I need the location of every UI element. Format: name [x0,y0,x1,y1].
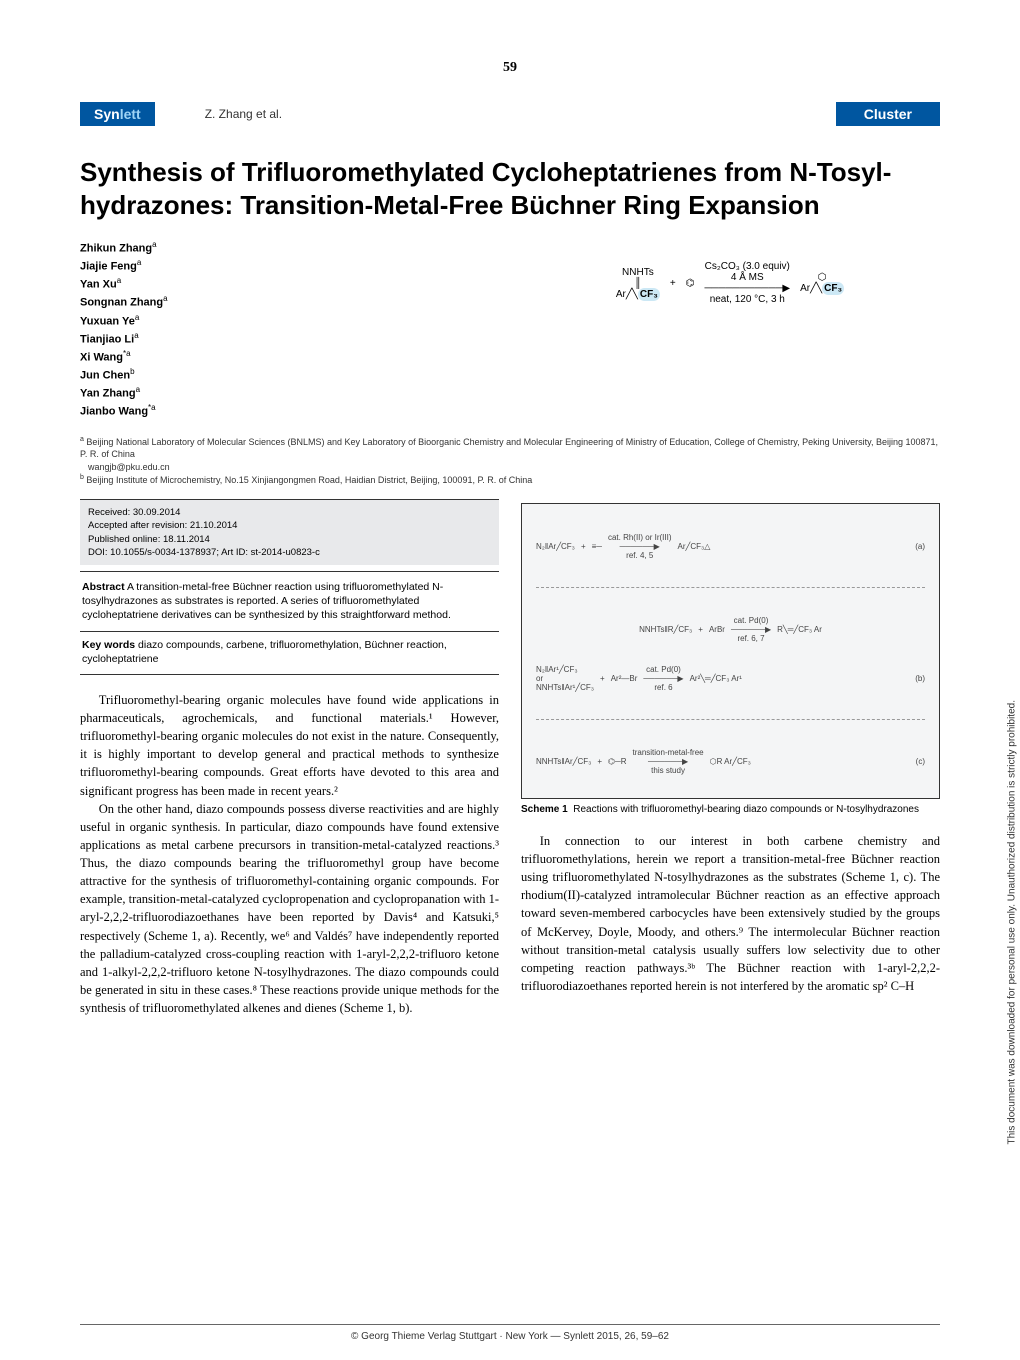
author: Yan Zhanga [80,384,260,402]
accepted-date: Accepted after revision: 21.10.2014 [88,519,491,532]
author: Jianbo Wang*a [80,402,260,420]
article-info-box: Received: 30.09.2014 Accepted after revi… [80,499,499,565]
author: Yan Xua [80,275,260,293]
abstract-label: Abstract [82,581,125,593]
author: Songnan Zhanga [80,293,260,311]
abstract-box: Abstract A transition-metal-free Büchner… [80,571,499,632]
conditions-line3: neat, 120 °C, 3 h [704,294,790,305]
page-number: 59 [0,0,1020,76]
nnhts-label: NNHTs [616,267,660,278]
affiliation-a: Beijing National Laboratory of Molecular… [80,437,938,460]
download-notice: This document was downloaded for persona… [1006,700,1017,1145]
paragraph: In connection to our interest in both ca… [521,832,940,995]
author-list: Zhikun Zhanga Jiajie Fenga Yan Xua Songn… [80,239,260,421]
conditions-line1: Cs₂CO₃ (3.0 equiv) [704,261,790,272]
affiliations: a Beijing National Laboratory of Molecul… [80,435,940,487]
graphical-abstract: NNHTs ║ Ar╱╲CF₃ + ⌬ Cs₂CO₃ (3.0 equiv) 4… [530,238,930,328]
affiliation-b: Beijing Institute of Microchemistry, No.… [86,475,532,485]
journal-suffix: lett [120,106,141,122]
journal-badge: Synlett [80,102,155,126]
paragraph: Trifluoromethyl-bearing organic molecule… [80,691,499,800]
conditions-line2: 4 Å MS [704,272,790,283]
title-line1: Synthesis of Trifluoromethylated Cyclohe… [80,157,891,187]
author: Tianjiao Lia [80,330,260,348]
title-line2: hydrazones: Transition-Metal-Free Büchne… [80,190,820,220]
author: Yuxuan Yea [80,312,260,330]
article-title: Synthesis of Trifluoromethylated Cyclohe… [80,156,940,221]
header-bar: Synlett Z. Zhang et al. Cluster [80,100,940,128]
scheme-label: Scheme 1 [521,804,568,815]
received-date: Received: 30.09.2014 [88,506,491,519]
scheme-1-caption: Scheme 1 Reactions with trifluoromethyl-… [521,803,940,816]
published-date: Published online: 18.11.2014 [88,533,491,546]
body-right: In connection to our interest in both ca… [521,832,940,995]
affiliation-email: wangjb@pku.edu.cn [88,461,940,474]
scheme-caption-text: Reactions with trifluoromethyl-bearing d… [573,804,919,815]
running-author: Z. Zhang et al. [205,107,282,121]
author: Zhikun Zhanga [80,239,260,257]
keywords-label: Key words [82,639,135,651]
journal-prefix: Syn [94,106,120,122]
keywords-box: Key words diazo compounds, carbene, trif… [80,632,499,675]
abstract-text: A transition-metal-free Büchner reaction… [82,581,451,621]
doi: DOI: 10.1055/s-0034-1378937; Art ID: st-… [88,546,491,559]
author: Jiajie Fenga [80,257,260,275]
author: Xi Wang*a [80,348,260,366]
paragraph: On the other hand, diazo compounds posse… [80,800,499,1018]
section-badge: Cluster [836,102,940,126]
author: Jun Chenb [80,366,260,384]
keywords-text: diazo compounds, carbene, trifluoromethy… [82,639,447,665]
benzene-icon: ⌬ [686,278,695,289]
scheme-1: N₂‖Ar╱CF₃+≡─ cat. Rh(II) or Ir(III)─────… [521,503,940,799]
body-left: Trifluoromethyl-bearing organic molecule… [80,691,499,1017]
footer: © Georg Thieme Verlag Stuttgart · New Yo… [80,1324,940,1342]
